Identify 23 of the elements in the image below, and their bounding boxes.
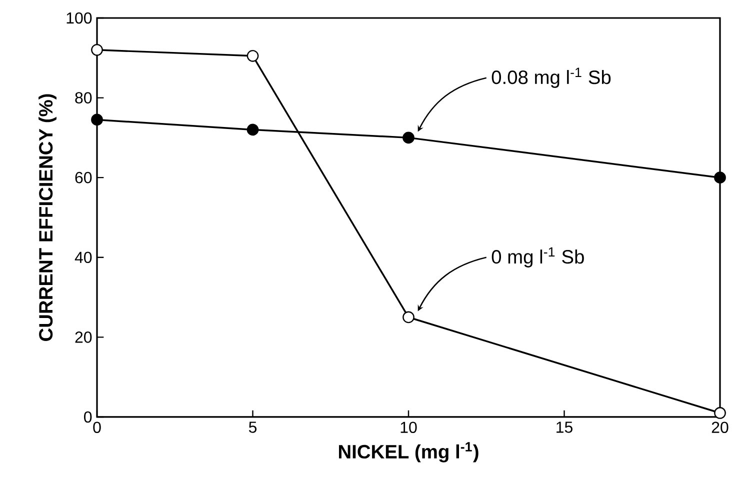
y-tick-label: 0 [84, 411, 92, 423]
y-tick-label: 20 [75, 332, 92, 343]
x-axis-title: NICKEL (mg l$^{-1}$) [338, 442, 478, 462]
text: 0.08 mg l$^{-1}$ Sb [492, 68, 611, 88]
x-tick-label: 5 [248, 422, 257, 433]
point [714, 172, 726, 184]
point [246, 124, 259, 136]
point [402, 311, 414, 324]
point [91, 114, 103, 126]
y-tick-label: 100 [66, 12, 92, 24]
x-tick-label: 15 [556, 422, 572, 433]
y-tick-label: 40 [74, 252, 92, 264]
text: 0 mg l$^{-1}$ Sb [492, 247, 584, 268]
point [714, 407, 726, 419]
y-tick-label: 80 [75, 92, 92, 104]
point [246, 50, 259, 62]
point [402, 132, 414, 144]
y-tick-label: 60 [75, 172, 92, 184]
x-tick-label: 10 [400, 422, 417, 434]
point [91, 44, 103, 56]
x-tick-label: 0 [93, 422, 101, 434]
y-axis-title: CURRENT EFFICIENCY (%) [38, 94, 56, 341]
x-tick-label: 20 [712, 422, 728, 434]
